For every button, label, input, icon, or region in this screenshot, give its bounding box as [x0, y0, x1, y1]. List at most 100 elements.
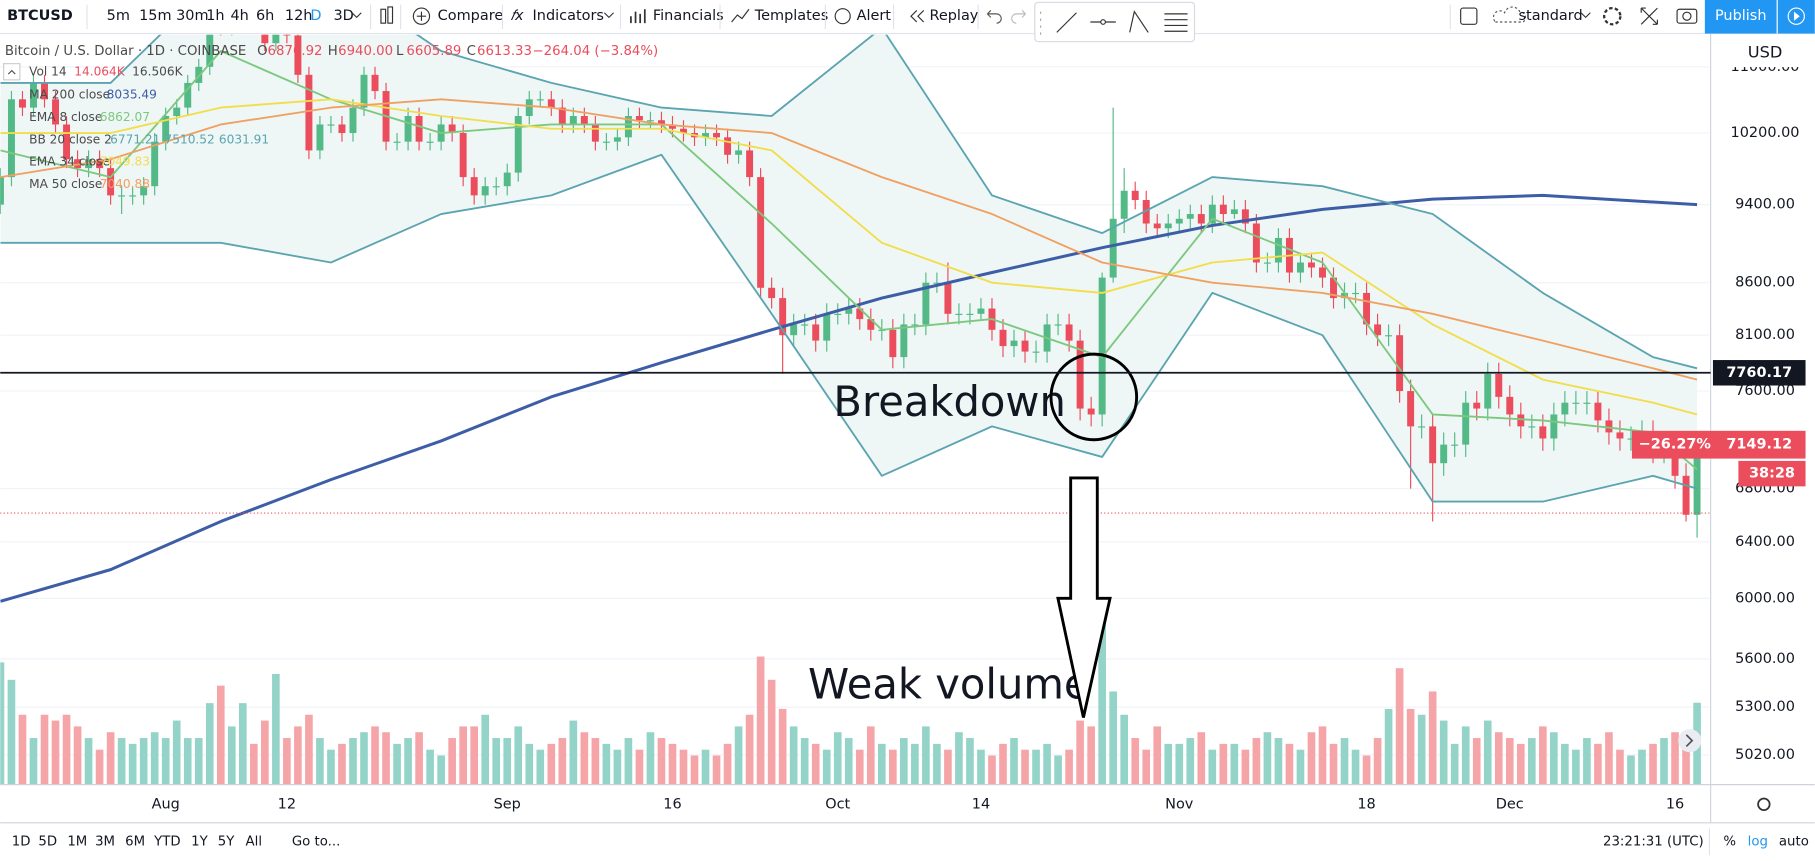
volume-bar	[1682, 738, 1690, 785]
interval-button[interactable]: 4h	[231, 8, 249, 24]
volume-bar	[1527, 738, 1536, 785]
candle-body	[580, 115, 588, 125]
volume-bar	[481, 714, 490, 785]
candle-body	[1330, 277, 1337, 299]
volume-bar	[900, 738, 908, 785]
interval-button[interactable]: 1h	[206, 8, 224, 24]
legend-entry: MA 200 close	[29, 87, 110, 101]
range-button[interactable]: 1D	[12, 834, 31, 849]
range-button[interactable]: 5Y	[218, 834, 235, 849]
candle-body	[503, 172, 511, 187]
volume-bar	[1550, 732, 1558, 785]
interval-button[interactable]: 12h	[285, 8, 313, 24]
snapshot-icon[interactable]	[1676, 8, 1698, 24]
candle-body	[646, 120, 654, 122]
chevron[interactable]	[351, 12, 362, 19]
toolbar-button[interactable]: Alert	[857, 8, 892, 24]
collapse-button[interactable]	[3, 63, 21, 81]
undo[interactable]	[986, 10, 1002, 24]
candle-body	[613, 137, 621, 142]
fullscreen-icon[interactable]	[1640, 7, 1658, 25]
candle-body	[1230, 209, 1238, 215]
candle-body	[1274, 237, 1282, 263]
volume-bar	[1494, 732, 1503, 785]
range-button[interactable]: 1M	[67, 834, 87, 849]
goto-button[interactable]: Go to...	[292, 834, 340, 849]
axes: 11000.0010200.009400.008600.008100.00760…	[152, 59, 1800, 812]
y-tick-label: 9400.00	[1735, 197, 1795, 213]
candle-body	[933, 282, 941, 284]
range-button[interactable]: 6M	[125, 834, 145, 849]
interval-button[interactable]: 6h	[256, 8, 274, 24]
trend-line-tool[interactable]	[1056, 12, 1077, 33]
scale-option[interactable]: %	[1723, 834, 1736, 849]
volume-bar	[977, 749, 985, 785]
chart-type-icon[interactable]	[380, 8, 387, 24]
volume-bar	[1186, 738, 1195, 785]
chart-style[interactable]: standard	[1519, 8, 1583, 24]
candle-body	[1528, 426, 1536, 428]
range-button[interactable]: 1Y	[191, 834, 208, 849]
volume-bar	[1627, 755, 1635, 785]
toolbar-button[interactable]: Templates	[754, 8, 828, 24]
volume-bar	[1362, 755, 1371, 785]
candle-body	[635, 115, 643, 121]
interval-button[interactable]: 3D	[334, 8, 354, 24]
checkbox[interactable]	[1460, 7, 1478, 25]
redo[interactable]	[1011, 10, 1026, 24]
candle-body	[1308, 262, 1315, 268]
candle-body	[481, 186, 489, 196]
publish-button[interactable]	[1704, 0, 1777, 34]
volume-bar	[844, 738, 853, 785]
candle-body	[1219, 204, 1227, 215]
legend-entry: MA 50 close	[29, 177, 102, 191]
interval-button[interactable]: 15m	[139, 8, 171, 24]
toolbar-button[interactable]: Compare	[438, 8, 504, 24]
lines-tool[interactable]	[1164, 13, 1188, 32]
volume-bar	[316, 738, 324, 785]
range-button[interactable]: 3M	[95, 834, 115, 849]
volume-bar	[866, 726, 875, 785]
compare-icon	[416, 11, 427, 21]
candle-body	[1682, 475, 1690, 515]
legend-value: 6605.89	[406, 44, 461, 59]
interval-button[interactable]: D	[310, 8, 321, 24]
scroll-button[interactable]	[1678, 729, 1702, 753]
range-button[interactable]: All	[246, 834, 262, 849]
axis-settings[interactable]	[1757, 797, 1771, 811]
y-tick-label: 5020.00	[1735, 747, 1795, 763]
candle-body	[1418, 426, 1426, 428]
candle-body	[1561, 402, 1569, 415]
candle-body	[1010, 340, 1018, 347]
chevron[interactable]	[603, 12, 614, 19]
last-change: −26.27%	[1639, 437, 1712, 453]
chevron[interactable]	[1580, 12, 1591, 19]
settings-icon[interactable]	[1603, 6, 1622, 26]
candle-body	[272, 34, 280, 44]
range-button[interactable]: 5D	[38, 834, 57, 849]
volume-bar	[1307, 732, 1316, 785]
toolbar-button[interactable]: Replay	[929, 8, 978, 24]
interval-button[interactable]: 30m	[176, 8, 208, 24]
volume-bar	[1285, 743, 1294, 785]
candle-body	[702, 133, 710, 138]
scale-option[interactable]: log	[1748, 834, 1768, 849]
volume-bar	[1483, 720, 1492, 785]
candle-body	[1594, 402, 1602, 421]
interval-button[interactable]: 5m	[107, 8, 130, 24]
candle-body	[834, 313, 842, 315]
range-button[interactable]: YTD	[153, 834, 180, 849]
scale-option[interactable]: auto	[1779, 834, 1809, 849]
volume-bar	[1263, 732, 1272, 785]
toolbar-button[interactable]: Indicators	[533, 8, 604, 24]
volume-bar	[7, 679, 16, 785]
candle-body	[1153, 223, 1161, 229]
x-tick-label: 16	[1666, 796, 1684, 812]
indicator-line	[0, 98, 1698, 416]
volume-bar	[966, 738, 974, 785]
toolbar-button[interactable]: Financials	[653, 8, 724, 24]
candle-body	[459, 133, 467, 178]
symbol[interactable]: BTCUSD	[7, 8, 73, 24]
candle-body	[680, 128, 687, 134]
pitchfork-tool[interactable]	[1129, 10, 1149, 33]
